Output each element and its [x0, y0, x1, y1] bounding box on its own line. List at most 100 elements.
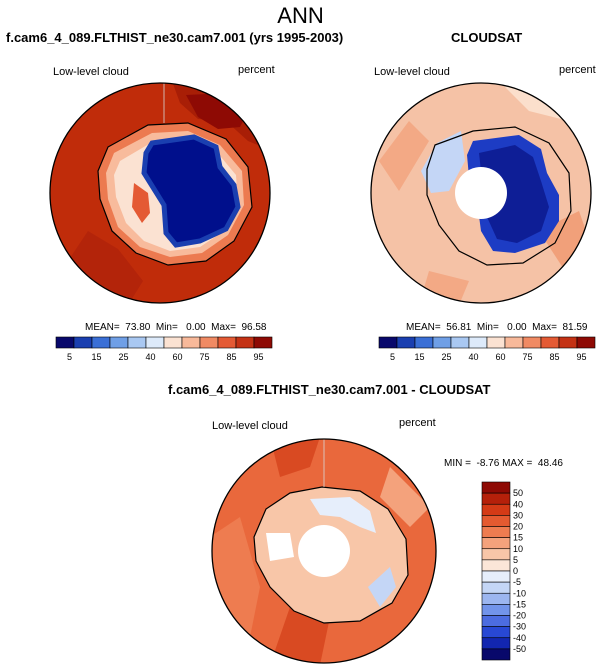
right-colorbar-label: 25 [441, 352, 451, 362]
diff-colorbar-swatches [481, 481, 511, 661]
diff-white-patch [266, 533, 294, 561]
left-colorbar-swatch [199, 336, 219, 349]
right-ocean-patch-1 [379, 121, 429, 191]
left-colorbar-label: 95 [253, 352, 263, 362]
left-colorbar-label: 5 [67, 352, 72, 362]
left-variable-label: Low-level cloud [53, 66, 129, 78]
diff-colorbar-label: -10 [513, 588, 526, 598]
right-colorbar-label: 15 [414, 352, 424, 362]
left-colorbar-label: 25 [118, 352, 128, 362]
left-colorbar-swatch [109, 336, 129, 349]
left-units-label: percent [238, 64, 275, 76]
left-colorbar-swatch [181, 336, 201, 349]
diff-colorbar-label: 5 [513, 555, 518, 565]
diff-colorbar-swatch [481, 515, 511, 527]
diff-colorbar-swatch [481, 637, 511, 650]
left-colorbar-label: 85 [226, 352, 236, 362]
diff-light-blue-2 [368, 567, 396, 607]
right-missing-data-hole [455, 167, 507, 219]
right-light-blue-patch [421, 131, 465, 193]
diff-polar-map [211, 438, 437, 664]
main-title: ANN [277, 3, 324, 28]
diff-colorbar-label: -30 [513, 622, 526, 632]
left-colorbar-swatches [55, 336, 273, 349]
diff-colorbar-swatch [481, 526, 511, 538]
diff-colorbar-label: 20 [513, 522, 523, 532]
left-colorbar: 5 15 25 40 60 75 85 95 [55, 336, 273, 362]
diff-colorbar-label: -40 [513, 633, 526, 643]
right-variable-label: Low-level cloud [374, 66, 450, 78]
diff-colorbar-swatch [481, 626, 511, 639]
diff-map-boundary [211, 438, 437, 664]
left-panel-title: f.cam6_4_089.FLTHIST_ne30.cam7.001 (yrs … [6, 30, 344, 45]
diff-missing-data-hole [298, 525, 350, 577]
right-polar-map [370, 82, 592, 304]
left-colorbar-swatch [127, 336, 147, 349]
diff-colorbar-swatch [481, 481, 511, 494]
left-colorbar-swatch [253, 336, 273, 349]
left-antarctica-low-cloud [144, 137, 238, 245]
diff-colorbar-swatch [481, 604, 511, 616]
left-colorbar-swatch [91, 336, 111, 349]
right-stats: MEAN= 56.81 Min= 0.00 Max= 81.59 [406, 322, 588, 333]
left-ross-sea-patch [132, 183, 150, 223]
right-colorbar: 5 15 25 40 60 75 85 95 [378, 336, 596, 362]
right-colorbar-label: 60 [495, 352, 505, 362]
diff-colorbar-swatch [481, 581, 511, 594]
diff-colorbar-label: 50 [513, 488, 523, 498]
right-colorbar-label: 85 [549, 352, 559, 362]
right-panel-title: CLOUDSAT [451, 30, 523, 45]
diff-colorbar-swatch [481, 648, 511, 661]
left-colorbar-label: 15 [91, 352, 101, 362]
right-colorbar-swatch [396, 336, 416, 349]
diff-colorbar-label: -50 [513, 644, 526, 654]
left-colorbar-swatch [145, 336, 165, 349]
diff-colorbar-label: -5 [513, 577, 521, 587]
diff-colorbar-label: 0 [513, 566, 518, 576]
right-colorbar-swatch [378, 336, 398, 349]
diff-colorbar-swatch [481, 537, 511, 550]
diff-colorbar-swatch [481, 559, 511, 572]
diff-colorbar-swatch [481, 503, 511, 516]
right-colorbar-swatch [504, 336, 524, 349]
right-colorbar-swatch [414, 336, 434, 349]
right-colorbar-label: 5 [390, 352, 395, 362]
right-colorbar-swatch [432, 336, 452, 349]
right-colorbar-label: 40 [468, 352, 478, 362]
right-colorbar-swatch [522, 336, 542, 349]
left-colorbar-label: 75 [199, 352, 209, 362]
left-colorbar-swatch [217, 336, 237, 349]
diff-panel-title: f.cam6_4_089.FLTHIST_ne30.cam7.001 - CLO… [168, 382, 491, 397]
diff-light-blue-1 [310, 497, 376, 533]
left-coastline [97, 122, 253, 266]
diff-colorbar-label: 40 [513, 499, 523, 509]
diff-colorbar-swatch [481, 548, 511, 561]
right-colorbar-swatches [378, 336, 596, 349]
diff-colorbar-label: -15 [513, 599, 526, 609]
diff-colorbar-swatch [481, 492, 511, 505]
diff-stats: MIN = -8.76 MAX = 48.46 [444, 458, 563, 469]
diff-colorbar-swatch [481, 592, 511, 605]
left-stats: MEAN= 73.80 Min= 0.00 Max= 96.58 [85, 322, 267, 333]
right-coastline [426, 126, 572, 266]
diff-colorbar-label: 10 [513, 544, 523, 554]
left-polar-map [49, 82, 271, 304]
right-colorbar-swatch [450, 336, 470, 349]
right-units-label: percent [559, 64, 596, 76]
left-colorbar-labels: 5 15 25 40 60 75 85 95 [67, 352, 264, 362]
right-colorbar-swatch [576, 336, 596, 349]
diff-colorbar-label: 15 [513, 533, 523, 543]
right-colorbar-swatch [540, 336, 560, 349]
diff-units-label: percent [399, 417, 436, 429]
left-colorbar-swatch [163, 336, 183, 349]
left-colorbar-swatch [73, 336, 93, 349]
diff-colorbar-swatch [481, 615, 511, 627]
right-map-boundary [370, 82, 592, 304]
right-colorbar-swatch [486, 336, 506, 349]
right-colorbar-swatch [558, 336, 578, 349]
diff-colorbar-label: 30 [513, 510, 523, 520]
right-colorbar-label: 95 [576, 352, 586, 362]
diff-colorbar-label: -20 [513, 611, 526, 621]
